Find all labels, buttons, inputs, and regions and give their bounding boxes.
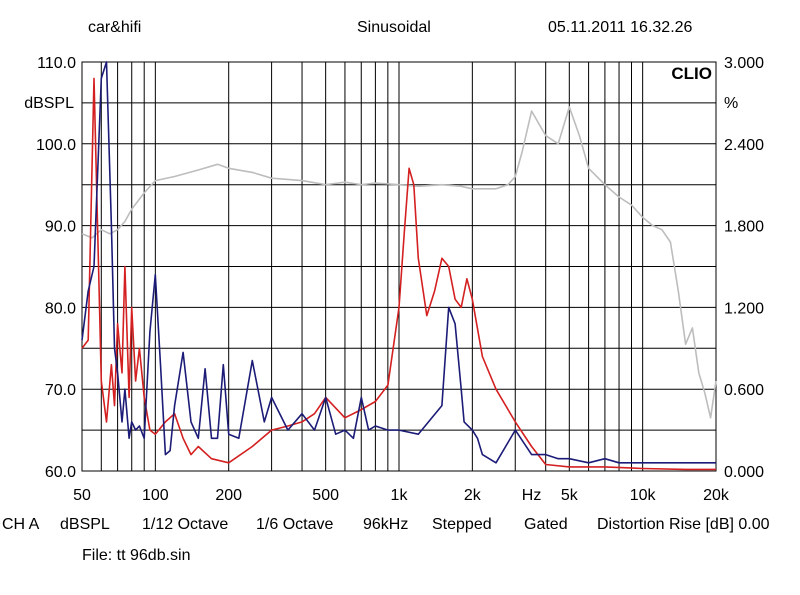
footer-channel: CH A	[2, 516, 40, 533]
footer-distortion-rise: Distortion Rise [dB] 0.00	[597, 516, 770, 533]
footer-mode: Stepped	[432, 516, 492, 533]
header-timestamp: 05.11.2011 16.32.26	[548, 19, 693, 36]
x-tick-label: 5k	[561, 487, 579, 504]
y-tick-label-left: 100.0	[36, 137, 76, 154]
y-tick-label-right: 2.400	[724, 137, 764, 154]
y-tick-label-left: 90.0	[45, 219, 76, 236]
y-tick-label-left: 80.0	[45, 300, 76, 317]
blue-response-curve	[81, 61, 716, 464]
footer-resolution: 1/6 Octave	[256, 516, 334, 533]
y-axis-label-left: dBSPL	[24, 95, 74, 112]
x-tick-label: Hz	[522, 487, 542, 504]
header-measurement-type: Sinusoidal	[357, 19, 431, 36]
grey-distortion-curve	[81, 106, 717, 419]
x-tick-label: 20k	[703, 487, 730, 504]
footer-unit: dBSPL	[60, 516, 110, 533]
y-tick-label-left: 110.0	[37, 55, 76, 72]
x-tick-label: 500	[312, 487, 339, 504]
footer-gating: Gated	[524, 516, 568, 533]
x-tick-label: 2k	[464, 487, 482, 504]
x-tick-label: 100	[142, 487, 169, 504]
y-tick-label-left: 60.0	[45, 464, 76, 481]
y-tick-label-right: 0.600	[724, 382, 764, 399]
red-response-curve	[81, 77, 716, 471]
x-tick-label: 1k	[391, 487, 409, 504]
y-axis-label-right: %	[724, 95, 738, 112]
x-tick-label: 200	[215, 487, 242, 504]
footer-file-name: File: tt 96db.sin	[82, 547, 191, 564]
footer-sample-rate: 96kHz	[363, 516, 409, 533]
clio-logo: CLIO	[671, 64, 712, 83]
y-tick-label-right: 1.800	[724, 219, 764, 236]
x-tick-label: 10k	[630, 487, 657, 504]
footer-smoothing: 1/12 Octave	[142, 516, 229, 533]
y-tick-label-left: 70.0	[45, 382, 76, 399]
y-tick-label-right: 3.000	[724, 55, 764, 72]
y-tick-label-right: 1.200	[724, 300, 764, 317]
y-tick-label-right: 0.000	[724, 464, 764, 481]
header-left-label: car&hifi	[88, 19, 142, 36]
x-tick-label: 50	[73, 487, 91, 504]
